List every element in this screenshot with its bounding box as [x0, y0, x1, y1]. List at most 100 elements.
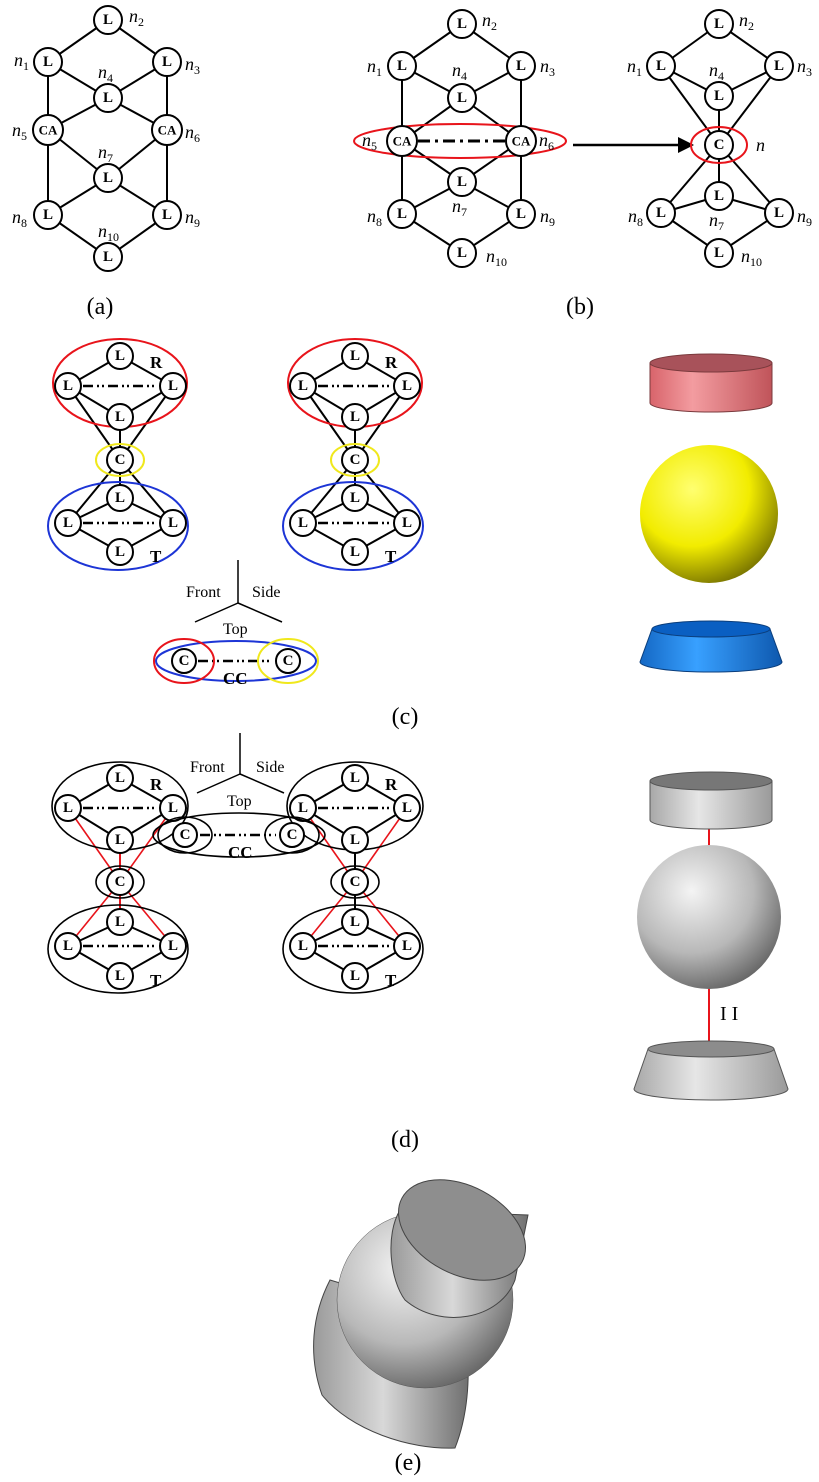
node: L — [704, 81, 734, 111]
node: L — [54, 372, 82, 400]
node: L — [93, 163, 123, 193]
svg-text:L: L — [63, 378, 73, 394]
node-id: n9 — [797, 206, 812, 229]
svg-text:L: L — [714, 188, 724, 204]
node-id: n2 — [129, 6, 144, 29]
svg-text:L: L — [350, 409, 360, 425]
cylinder-red — [649, 353, 773, 413]
merged-node-id: n — [756, 135, 765, 155]
node: L — [106, 908, 134, 936]
svg-text:C: C — [350, 452, 361, 468]
node: C — [341, 446, 369, 474]
svg-text:L: L — [516, 58, 526, 74]
node: L — [506, 199, 536, 229]
cylinder-grey — [649, 771, 773, 830]
node-id: n8 — [628, 206, 643, 229]
panel-d-graph-1: L L L L C L L L L R T — [47, 761, 189, 994]
group-tag: R — [150, 775, 163, 794]
svg-text:L: L — [168, 515, 178, 531]
svg-text:Top: Top — [227, 793, 252, 810]
node: C — [275, 648, 301, 674]
node: C — [106, 868, 134, 896]
svg-text:C: C — [350, 874, 361, 890]
group-tag: T — [385, 547, 397, 566]
group-tag: CC — [223, 669, 248, 688]
svg-text:C: C — [180, 827, 191, 843]
node-id: n2 — [482, 10, 497, 33]
svg-text:L: L — [43, 207, 53, 223]
group-tag: T — [150, 971, 162, 990]
svg-text:L: L — [350, 544, 360, 560]
node: L — [764, 198, 794, 228]
svg-text:L: L — [298, 515, 308, 531]
node: L — [447, 167, 477, 197]
node: L — [341, 962, 369, 990]
node: C — [172, 822, 198, 848]
svg-text:L: L — [457, 174, 467, 190]
node: L — [93, 242, 123, 272]
node: L — [387, 51, 417, 81]
svg-text:L: L — [162, 54, 172, 70]
svg-text:L: L — [298, 938, 308, 954]
svg-text:L: L — [350, 490, 360, 506]
group-tag: R — [385, 353, 398, 372]
svg-text:L: L — [103, 249, 113, 265]
node: L — [506, 51, 536, 81]
svg-text:L: L — [714, 245, 724, 261]
top-view-d: C C CC — [152, 812, 326, 862]
svg-text:C: C — [714, 137, 725, 153]
svg-text:L: L — [63, 938, 73, 954]
sphere-yellow — [640, 445, 778, 583]
caption-d: (d) — [391, 1127, 419, 1153]
node: L — [447, 83, 477, 113]
group-tag: T — [150, 547, 162, 566]
node-id: n4 — [98, 62, 113, 85]
node: L — [106, 764, 134, 792]
node: L — [704, 238, 734, 268]
panel-b-right: L L L L C L L L L n2 n1 n3 n4 n n8 n7 n9… — [566, 9, 812, 320]
svg-text:L: L — [397, 206, 407, 222]
svg-text:L: L — [298, 800, 308, 816]
svg-text:CA: CA — [512, 134, 531, 149]
caption-e: (e) — [395, 1450, 422, 1476]
node-id: n2 — [739, 10, 754, 33]
node-id: n5 — [12, 120, 27, 143]
sphere-grey — [637, 845, 781, 989]
node-id: n1 — [367, 56, 382, 79]
panel-d-graph-2: L L L L C L L L L R T — [282, 761, 424, 994]
node: L — [447, 238, 477, 268]
group-tag: R — [385, 775, 398, 794]
node: L — [341, 484, 369, 512]
node: L — [106, 342, 134, 370]
svg-text:L: L — [63, 800, 73, 816]
node-id: n8 — [367, 206, 382, 229]
node-id: n4 — [709, 60, 724, 83]
node-id: n9 — [540, 206, 555, 229]
svg-text:L: L — [714, 16, 724, 32]
node: C — [106, 446, 134, 474]
node: L — [54, 932, 82, 960]
svg-text:L: L — [457, 16, 467, 32]
svg-text:L: L — [115, 832, 125, 848]
node: L — [393, 794, 421, 822]
joint-mark: I I — [720, 1003, 738, 1025]
svg-text:L: L — [115, 409, 125, 425]
svg-text:L: L — [103, 90, 113, 106]
panel-b-left: L L L L CA CA L L L L n2 n1 n3 n4 n5 n6 … — [353, 9, 567, 269]
caption-b: (b) — [566, 294, 594, 320]
node: L — [341, 403, 369, 431]
node: L — [289, 509, 317, 537]
node: L — [393, 932, 421, 960]
svg-text:C: C — [179, 653, 190, 669]
svg-text:L: L — [298, 378, 308, 394]
node-id: n7 — [709, 210, 724, 233]
panel-c-graph-1: L L L L C L L L L R T — [47, 338, 189, 571]
svg-text:L: L — [516, 206, 526, 222]
svg-text:Side: Side — [256, 759, 284, 776]
node: L — [93, 83, 123, 113]
view-axes-d: Front Side Top — [190, 733, 284, 810]
node: L — [764, 51, 794, 81]
node-id: n6 — [539, 130, 554, 153]
svg-text:Front: Front — [190, 759, 225, 776]
node: L — [33, 200, 63, 230]
